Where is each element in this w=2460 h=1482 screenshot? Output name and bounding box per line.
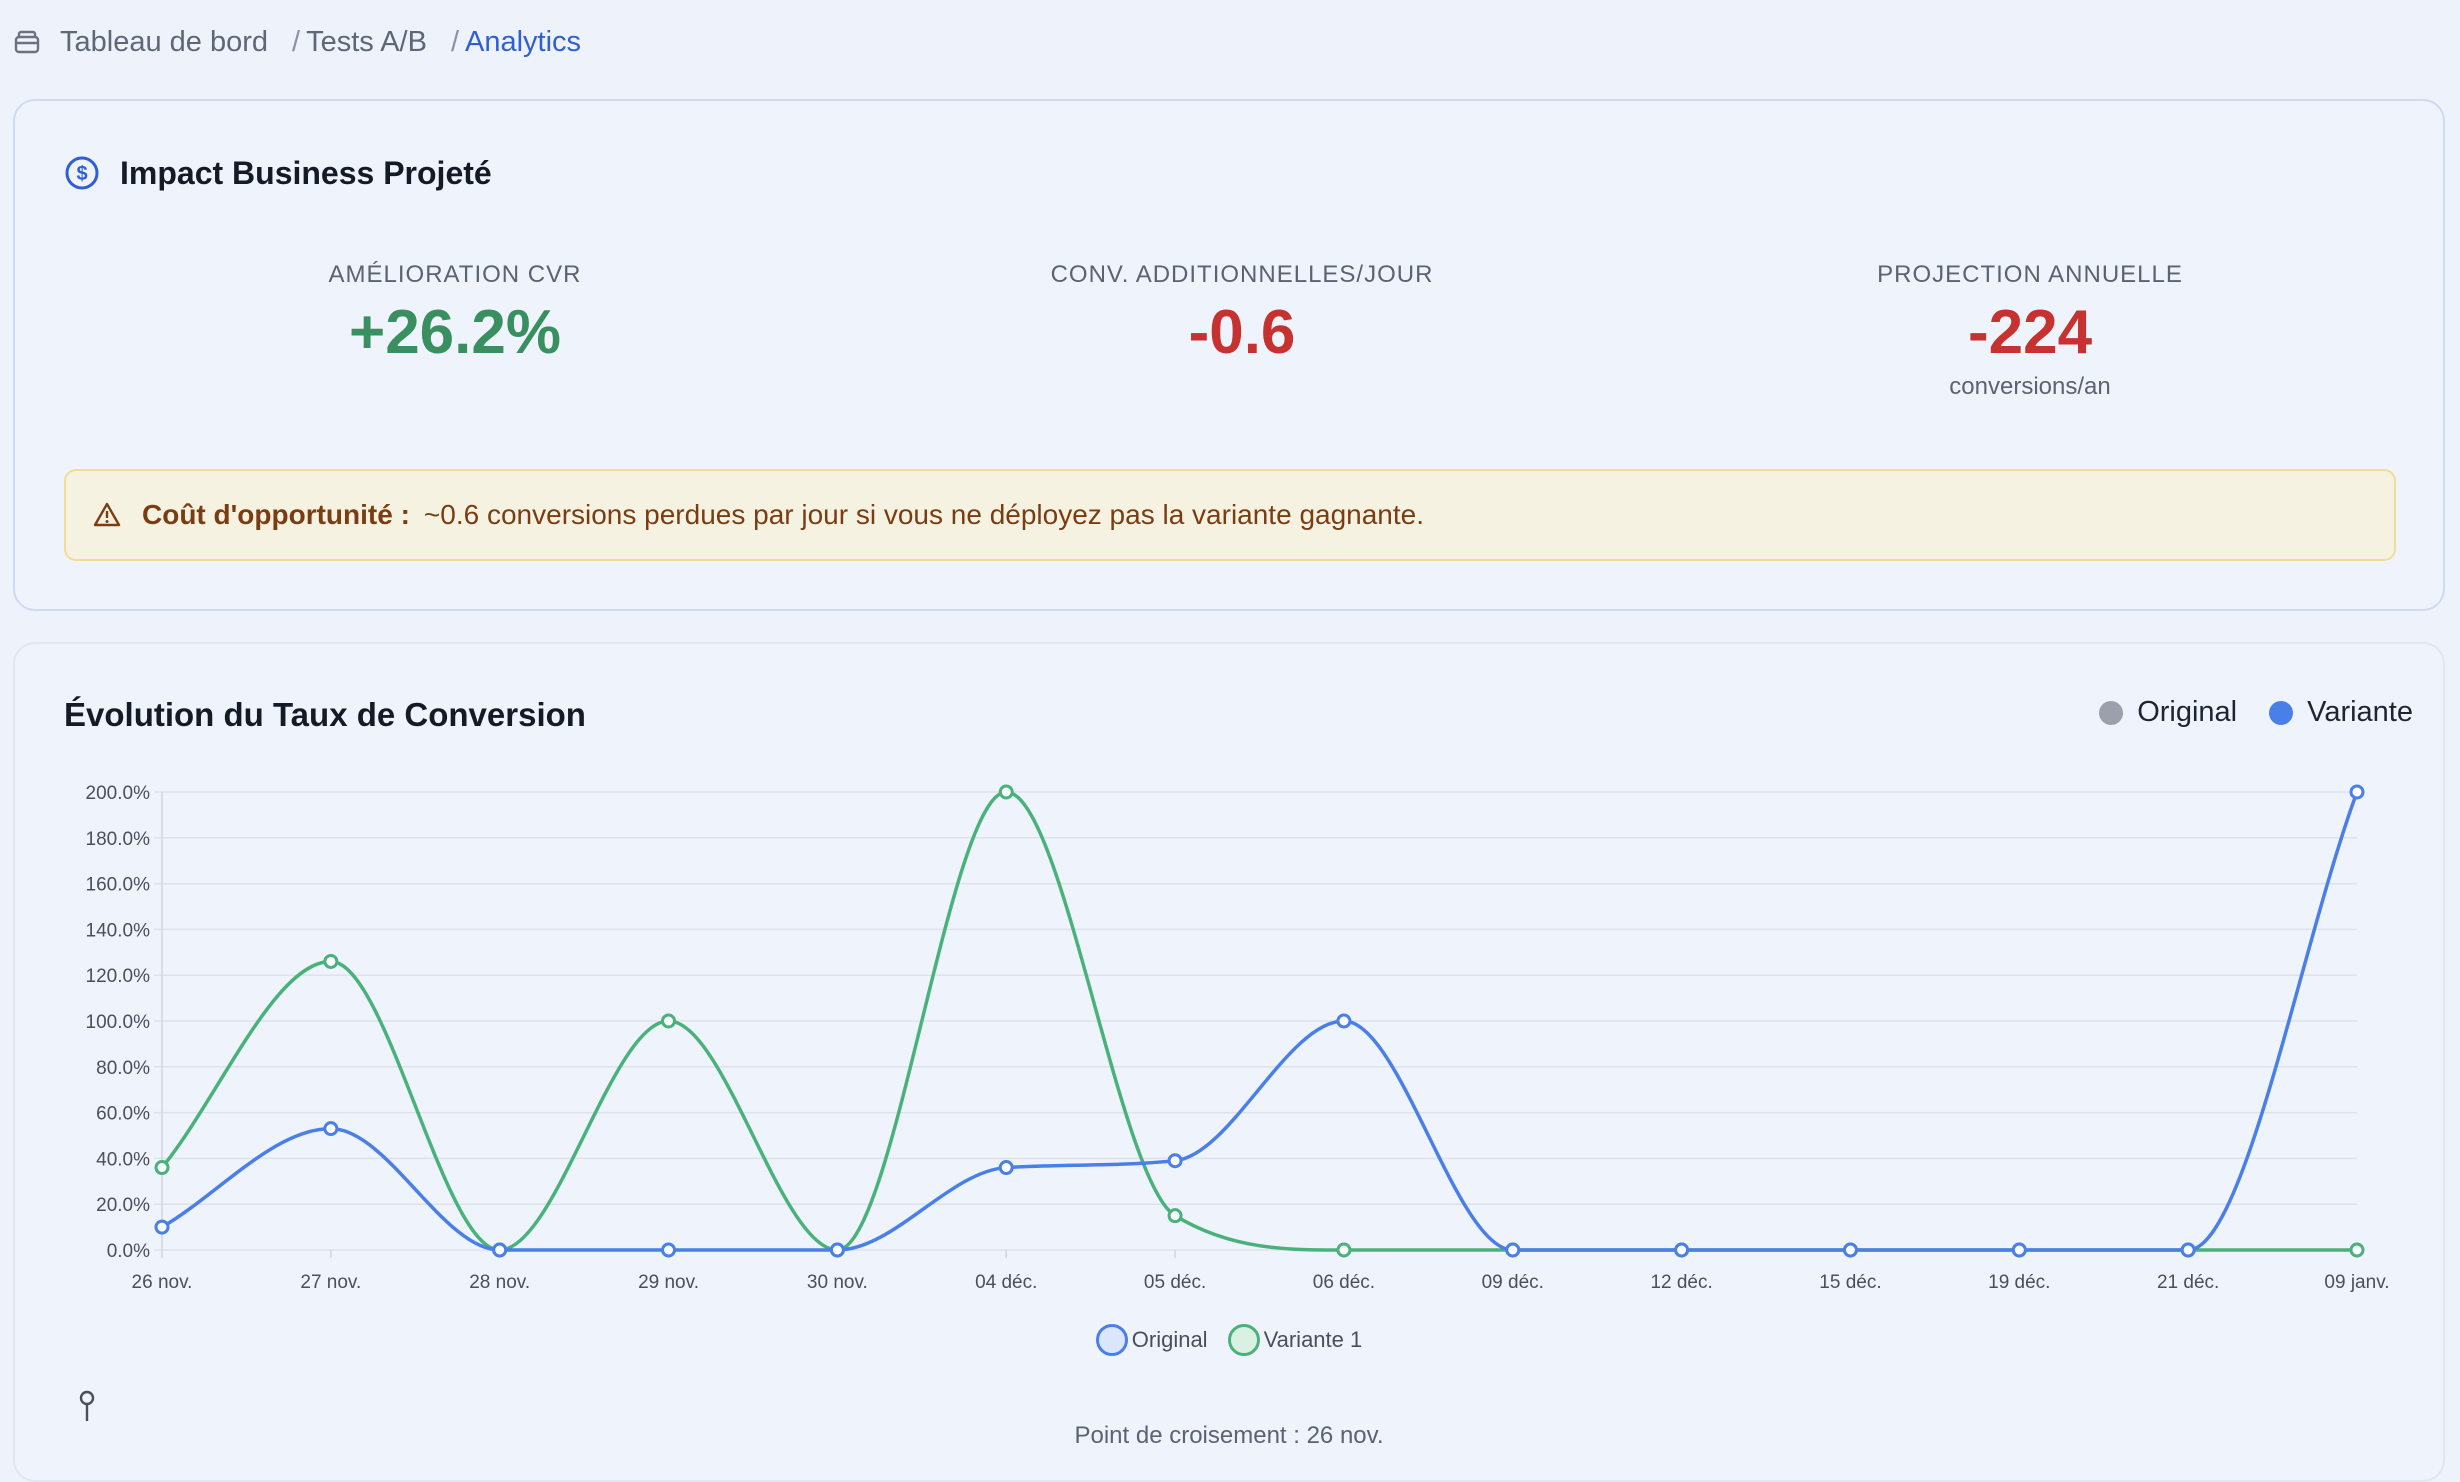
- chart-title: Évolution du Taux de Conversion: [64, 696, 586, 733]
- y-tick-label: 140.0%: [86, 920, 151, 941]
- legend-dot: [2099, 700, 2124, 725]
- x-tick-label: 29 nov.: [638, 1272, 699, 1293]
- legend-variant[interactable]: Variante: [2269, 696, 2413, 729]
- legend-label: Original: [1131, 1327, 1208, 1352]
- legend-dot: [2269, 700, 2294, 725]
- legend-swatch: [1227, 1324, 1260, 1356]
- data-point-variante-1: [1167, 1208, 1183, 1224]
- breadcrumb: Tableau de bord / Tests A/B / Analytics: [12, 22, 581, 62]
- data-point-original: [2011, 1242, 2027, 1258]
- data-point-original: [2180, 1242, 2196, 1258]
- x-tick-label: 09 janv.: [2324, 1272, 2389, 1293]
- y-tick-label: 0.0%: [107, 1241, 150, 1262]
- warning-text: ~0.6 conversions perdues par jour si vou…: [423, 499, 1425, 530]
- x-tick-label: 27 nov.: [300, 1272, 361, 1293]
- legend-original[interactable]: Original: [2099, 696, 2237, 729]
- x-tick-label: 30 nov.: [807, 1272, 868, 1293]
- breadcrumb-analytics[interactable]: Analytics: [465, 25, 582, 58]
- data-point-original: [661, 1242, 677, 1258]
- metric-label: AMÉLIORATION CVR: [328, 261, 582, 288]
- x-tick-label: 05 déc.: [1144, 1272, 1206, 1293]
- metric-additional-conversions: CONV. ADDITIONNELLES/JOUR -0.6: [982, 261, 1502, 367]
- data-point-variante-1: [661, 1013, 677, 1029]
- metric-sub: conversions/an: [1949, 373, 2111, 400]
- data-point-variante-1: [2349, 1242, 2365, 1258]
- y-tick-label: 160.0%: [86, 875, 151, 896]
- x-tick-label: 06 déc.: [1313, 1272, 1375, 1293]
- impact-title: $ Impact Business Projeté: [64, 153, 492, 193]
- opportunity-cost-alert: Coût d'opportunité : ~0.6 conversions pe…: [64, 469, 2396, 561]
- impact-title-text: Impact Business Projeté: [120, 154, 492, 191]
- pin-icon: [75, 1389, 99, 1425]
- metric-label: CONV. ADDITIONNELLES/JOUR: [1050, 261, 1434, 288]
- data-point-original: [323, 1121, 339, 1137]
- y-tick-label: 80.0%: [96, 1058, 150, 1079]
- x-tick-label: 09 déc.: [1482, 1272, 1544, 1293]
- warning-icon: [92, 500, 122, 530]
- crossing-point-text: Point de croisement : 26 nov.: [1074, 1422, 1384, 1449]
- x-tick-label: 12 déc.: [1650, 1272, 1712, 1293]
- x-tick-label: 04 déc.: [975, 1272, 1037, 1293]
- data-point-original: [1505, 1242, 1521, 1258]
- data-point-original: [492, 1242, 508, 1258]
- legend-item-variant-1[interactable]: Variante 1: [1227, 1324, 1363, 1356]
- breadcrumb-separator: /: [292, 25, 301, 58]
- data-point-original: [1336, 1013, 1352, 1029]
- data-point-variante-1: [323, 953, 339, 969]
- conversion-chart-card: Évolution du Taux de Conversion Original…: [13, 642, 2445, 1482]
- breadcrumb-dashboard[interactable]: Tableau de bord: [60, 25, 268, 58]
- y-tick-label: 40.0%: [96, 1149, 150, 1170]
- warning-label: Coût d'opportunité :: [142, 499, 410, 530]
- data-point-variante-1: [154, 1160, 170, 1176]
- y-tick-label: 120.0%: [86, 966, 151, 987]
- data-point-original: [998, 1160, 1014, 1176]
- metric-label: PROJECTION ANNUELLE: [1877, 261, 2183, 288]
- data-point-variante-1: [998, 784, 1014, 800]
- dollar-icon: $: [64, 155, 100, 191]
- x-tick-label: 15 déc.: [1819, 1272, 1881, 1293]
- metric-value: -0.6: [1188, 298, 1296, 367]
- metric-value: +26.2%: [348, 298, 561, 367]
- y-tick-label: 100.0%: [86, 1012, 151, 1033]
- breadcrumb-ab-tests[interactable]: Tests A/B: [306, 25, 427, 58]
- business-impact-card: $ Impact Business Projeté AMÉLIORATION C…: [13, 99, 2445, 611]
- dashboard-icon: [12, 27, 42, 57]
- chart-top-legend: Original Variante: [2067, 696, 2413, 729]
- data-point-variante-1: [1336, 1242, 1352, 1258]
- metric-cvr-improvement: AMÉLIORATION CVR +26.2%: [195, 261, 715, 367]
- y-tick-label: 200.0%: [86, 783, 151, 804]
- y-tick-label: 20.0%: [96, 1195, 150, 1216]
- legend-label: Variante: [2307, 696, 2413, 728]
- data-point-original: [1167, 1153, 1183, 1169]
- legend-swatch: [1095, 1324, 1128, 1356]
- legend-label: Variante 1: [1263, 1327, 1363, 1352]
- y-tick-label: 180.0%: [86, 829, 151, 850]
- y-tick-label: 60.0%: [96, 1104, 150, 1125]
- series-line-original: [161, 791, 2359, 1252]
- data-point-original: [1674, 1242, 1690, 1258]
- x-tick-label: 26 nov.: [132, 1272, 193, 1293]
- x-tick-label: 19 déc.: [1988, 1272, 2050, 1293]
- data-point-original: [1842, 1242, 1858, 1258]
- legend-item-original[interactable]: Original: [1095, 1324, 1208, 1356]
- legend-label: Original: [2137, 696, 2238, 728]
- data-point-original: [154, 1219, 170, 1235]
- metric-annual-projection: PROJECTION ANNUELLE -224 conversions/an: [1770, 261, 2290, 401]
- x-tick-label: 21 déc.: [2157, 1272, 2219, 1293]
- conversion-line-chart: 0.0% 20.0% 40.0% 60.0% 80.0% 100.0% 120.0% 140.…: [86, 783, 2390, 1293]
- chart-bottom-legend: Original Variante 1: [15, 1324, 2443, 1356]
- metric-value: -224: [1967, 298, 2093, 367]
- data-point-original: [2349, 784, 2365, 800]
- svg-text:$: $: [76, 163, 87, 185]
- x-tick-label: 28 nov.: [469, 1272, 530, 1293]
- data-point-original: [829, 1242, 845, 1258]
- breadcrumb-separator: /: [450, 25, 460, 58]
